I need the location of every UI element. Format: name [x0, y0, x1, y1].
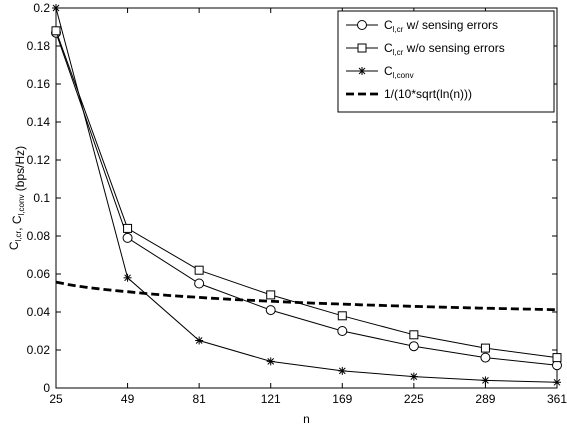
x-tick-label: 225 [404, 392, 424, 406]
legend-label: Cl,cr w/ sensing errors [384, 18, 498, 34]
legend-subscript: l,cr [393, 48, 404, 57]
axis-labels: n Cl,cr, Cl,conv (bps/Hz) [7, 146, 310, 426]
square-marker [337, 311, 347, 321]
star-marker [266, 357, 275, 366]
star-stroke [195, 337, 203, 344]
y-tick-label: 0.08 [27, 229, 51, 243]
square-marker [409, 330, 419, 340]
star-marker [409, 372, 418, 381]
star-marker [481, 376, 490, 385]
star-stroke [410, 373, 418, 380]
star-marker [195, 336, 204, 345]
series-2 [51, 26, 562, 363]
x-tick-label: 121 [261, 392, 281, 406]
y-label-part: , C [10, 215, 24, 231]
x-tick-label: 169 [332, 392, 352, 406]
x-tick-label: 49 [121, 392, 135, 406]
circle-marker [357, 20, 367, 30]
legend-entry: Cl,cr w/ sensing errors [346, 18, 498, 34]
legend-main: C [384, 18, 393, 32]
star-marker [338, 366, 347, 375]
star-marker [358, 67, 366, 75]
series-3 [52, 4, 561, 387]
legend-suffix: w/ sensing errors [403, 18, 498, 32]
y-label-part: (bps/Hz) [13, 146, 27, 195]
y-label-part: C [7, 241, 21, 250]
x-tick-label: 25 [49, 392, 63, 406]
legend-main: 1/(10*sqrt(ln(n))) [384, 87, 472, 101]
series-line [55, 32, 558, 366]
circle-marker [408, 341, 419, 352]
legend-subscript: l,cr [393, 25, 404, 34]
star-stroke [358, 67, 366, 75]
legend-entry: 1/(10*sqrt(ln(n))) [346, 87, 472, 101]
square-marker [357, 43, 367, 53]
series-line [55, 30, 558, 359]
circle-marker [337, 326, 348, 336]
axis-ticks: 25 49 81 121 169 225 289 361 0 0.02 0.04 0.06 0.08 0.… [27, 1, 567, 406]
square-marker [123, 223, 133, 233]
y-tick-label: 0.16 [27, 77, 51, 91]
series-1 [51, 27, 562, 371]
star-marker [52, 4, 60, 12]
legend-main: C [384, 64, 393, 78]
x-axis-label: n [303, 412, 310, 426]
legend-label: Cl,cr w/o sensing errors [384, 41, 505, 57]
legend-label: 1/(10*sqrt(ln(n))) [384, 87, 472, 101]
star-marker [553, 378, 561, 387]
y-tick-label: 0.04 [27, 305, 51, 319]
legend-suffix: w/o sensing errors [403, 41, 504, 55]
square-marker [194, 265, 204, 275]
star-stroke [267, 358, 275, 365]
y-label-subscript: l,conv [17, 195, 26, 216]
star-stroke [52, 4, 60, 12]
circle-marker [480, 352, 491, 363]
star-stroke [124, 274, 131, 282]
y-tick-label: 0.1 [33, 191, 50, 205]
square-marker [266, 290, 276, 300]
y-tick-label: 0.12 [27, 153, 51, 167]
x-tick-label: 81 [192, 392, 206, 406]
star-stroke [482, 377, 489, 384]
y-tick-label: 0 [43, 381, 50, 395]
legend-entry: Cl,cr w/o sensing errors [346, 41, 505, 57]
square-marker [480, 343, 490, 353]
y-axis-label: Cl,cr, Cl,conv (bps/Hz) [7, 146, 27, 250]
y-tick-label: 0.02 [27, 343, 51, 357]
square-marker [51, 26, 61, 36]
y-label-subscript: l,cr [14, 230, 23, 241]
y-tick-label: 0.06 [27, 267, 51, 281]
star-stroke [338, 367, 346, 375]
x-tick-label: 361 [547, 392, 567, 406]
y-tick-label: 0.2 [33, 1, 50, 15]
star-stroke [553, 378, 561, 386]
legend-main: C [384, 41, 393, 55]
circle-marker [194, 278, 205, 289]
circle-marker [265, 305, 276, 316]
legend-entry: Cl,conv [346, 64, 414, 80]
legend-label: Cl,conv [384, 64, 414, 80]
legend-subscript: l,conv [393, 71, 414, 80]
square-marker [552, 353, 562, 363]
series-4 [55, 280, 558, 312]
x-tick-label: 289 [475, 392, 495, 406]
y-tick-label: 0.18 [27, 39, 51, 53]
y-tick-label: 0.14 [27, 115, 51, 129]
circle-marker [122, 232, 133, 243]
data-series [51, 4, 562, 387]
star-marker [123, 273, 132, 282]
series-line [55, 7, 558, 383]
series-line [55, 280, 558, 312]
